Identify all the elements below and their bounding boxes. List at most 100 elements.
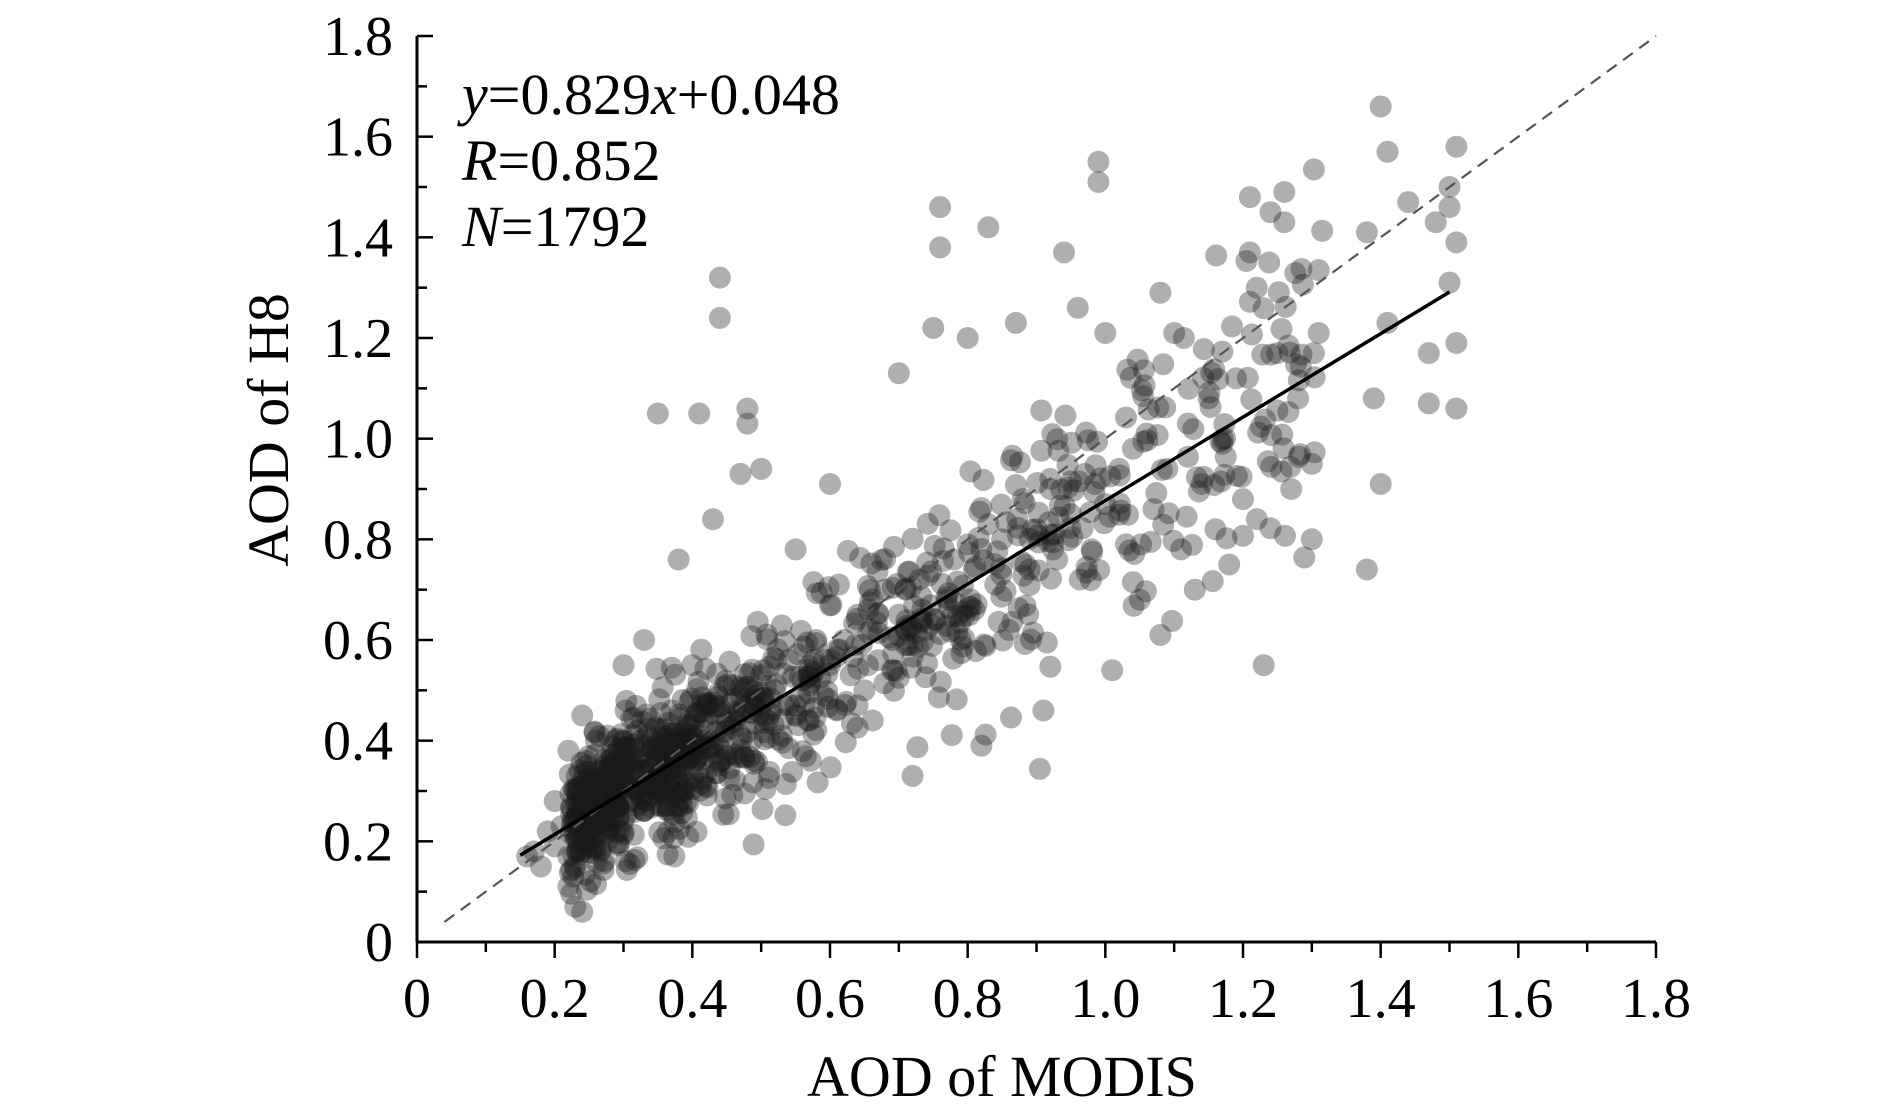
data-point [789, 685, 812, 708]
data-point [677, 747, 700, 770]
data-point [673, 721, 696, 744]
data-point [750, 664, 773, 687]
data-point [1438, 271, 1461, 294]
data-point [836, 539, 859, 562]
data-point [695, 775, 718, 797]
data-point [641, 776, 664, 798]
data-point [743, 752, 766, 775]
data-point [724, 745, 747, 768]
data-point [1057, 529, 1080, 552]
data-point [579, 870, 602, 893]
data-point [990, 563, 1013, 586]
data-point [603, 759, 626, 782]
data-point [718, 650, 741, 673]
data-point [598, 756, 620, 779]
data-point [1362, 387, 1385, 410]
data-point [681, 654, 704, 677]
data-point [812, 684, 835, 707]
data-point [681, 724, 704, 747]
equation-annotation: y=0.829x+0.048 [457, 62, 840, 127]
data-point [598, 818, 621, 841]
data-point [653, 795, 676, 818]
data-point [1211, 432, 1234, 455]
data-point [927, 686, 950, 709]
data-point [900, 656, 923, 679]
data-point [1445, 397, 1468, 420]
data-point [917, 564, 940, 587]
data-point [650, 795, 673, 818]
data-point [1087, 171, 1110, 193]
data-point [630, 746, 653, 769]
data-point [564, 895, 587, 918]
data-point [1000, 449, 1022, 472]
y-tick-label: 0.6 [323, 610, 393, 672]
data-point [740, 625, 763, 647]
data-point [582, 836, 605, 859]
data-point [1121, 571, 1144, 594]
data-point [656, 843, 679, 866]
data-point [1267, 281, 1290, 304]
data-point [559, 782, 582, 805]
data-point [594, 769, 617, 792]
data-point [758, 726, 781, 749]
data-point [635, 788, 658, 811]
data-point [753, 712, 776, 734]
data-point [984, 573, 1007, 596]
data-point [612, 823, 635, 846]
data-point [1084, 473, 1106, 495]
data-point [729, 462, 752, 485]
data-point [1235, 250, 1258, 272]
regression-line [519, 290, 1451, 857]
data-point [736, 721, 759, 744]
data-point [648, 778, 671, 800]
data-point [702, 691, 724, 714]
data-point [1014, 594, 1037, 617]
data-point [657, 731, 680, 754]
one-to-one-line [443, 35, 1657, 923]
data-point [690, 700, 713, 723]
data-point [874, 578, 897, 601]
data-point [1214, 445, 1237, 468]
data-point [958, 541, 980, 564]
data-point [793, 693, 816, 716]
data-point [690, 638, 713, 661]
data-point [607, 796, 630, 819]
data-point [990, 585, 1013, 608]
data-point [861, 709, 884, 732]
data-point [972, 468, 995, 491]
data-point [1071, 517, 1094, 540]
data-point [706, 685, 729, 708]
data-point [613, 745, 636, 768]
data-point [787, 714, 810, 737]
data-point [583, 720, 606, 743]
data-point [633, 629, 656, 651]
data-point [897, 634, 920, 656]
data-point [1099, 465, 1122, 488]
data-point [569, 791, 592, 814]
data-point [749, 681, 772, 704]
data-point [612, 764, 635, 787]
data-point [1190, 473, 1213, 495]
data-point [670, 788, 693, 811]
data-point [1287, 445, 1310, 468]
data-point [543, 790, 566, 813]
data-point [1079, 569, 1102, 592]
data-point [805, 719, 828, 742]
data-point [558, 763, 581, 786]
data-point [644, 716, 667, 739]
data-point [574, 749, 597, 772]
data-point [604, 792, 627, 815]
data-point [673, 728, 696, 751]
data-point [839, 664, 862, 687]
data-point [681, 744, 704, 767]
data-point [916, 551, 939, 574]
data-point [1154, 396, 1177, 419]
data-point [1128, 588, 1151, 611]
data-point [794, 745, 817, 768]
data-point [757, 766, 780, 789]
data-point [577, 822, 600, 845]
data-point [722, 674, 745, 697]
data-point [1101, 659, 1124, 682]
data-point [1183, 578, 1206, 601]
data-point [1199, 396, 1222, 418]
